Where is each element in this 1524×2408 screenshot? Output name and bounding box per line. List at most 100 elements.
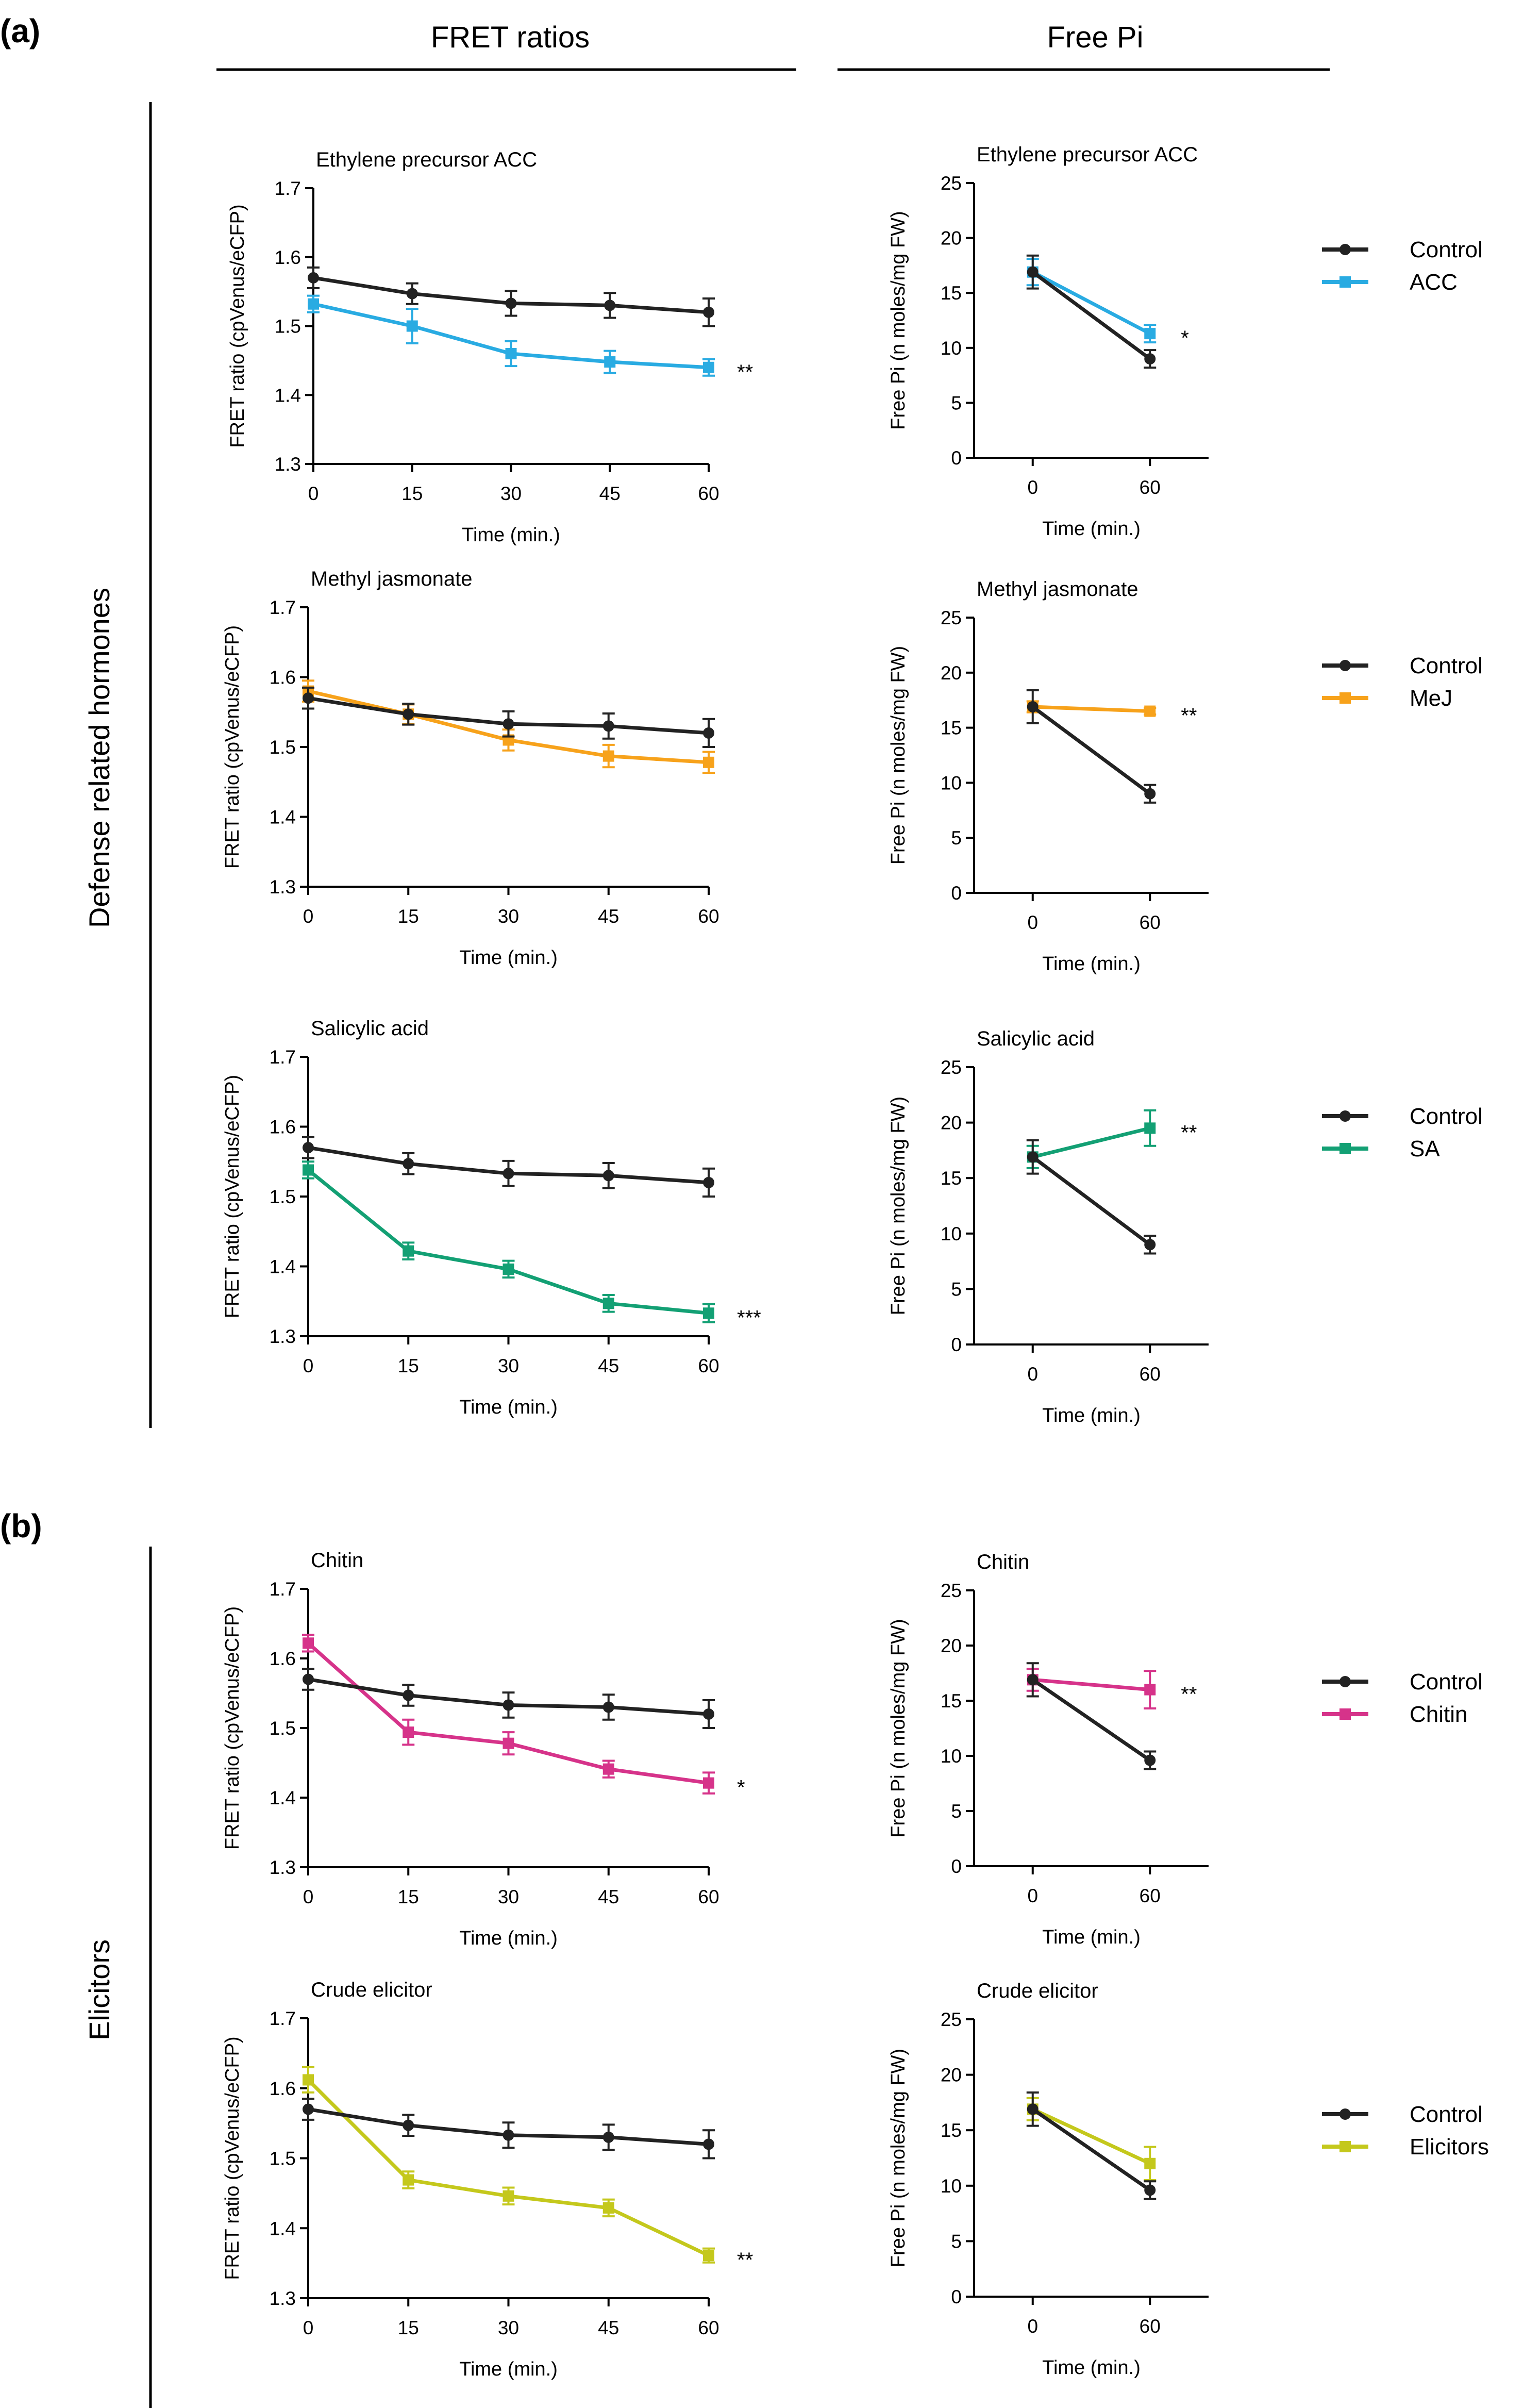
data-point [1144, 353, 1156, 365]
significance-marker: ** [1181, 705, 1197, 727]
x-tick-label: 0 [303, 1886, 314, 1907]
legend-swatch-marker [1339, 2108, 1351, 2120]
y-tick-label: 0 [951, 2286, 962, 2307]
y-tick-label: 5 [951, 1278, 962, 1300]
x-axis-label: Time (min.) [459, 1928, 558, 1949]
data-point [604, 300, 616, 311]
series-control [302, 1136, 715, 1198]
data-point [503, 1168, 514, 1180]
x-axis-label: Time (min.) [1042, 953, 1141, 975]
series-control [302, 686, 715, 748]
data-point [604, 356, 616, 368]
significance-marker: ** [1181, 1121, 1197, 1144]
data-point [1144, 1684, 1156, 1696]
x-axis-label: Time (min.) [1042, 2357, 1141, 2379]
x-tick-label: 45 [598, 906, 619, 927]
panel-label-a: (a) [0, 12, 40, 49]
y-tick-label: 15 [941, 1690, 962, 1712]
x-tick-label: 60 [698, 483, 719, 504]
series-control [1026, 689, 1157, 804]
series-control [307, 266, 715, 327]
y-tick-label: 5 [951, 827, 962, 849]
y-tick-label: 1.3 [270, 1857, 296, 1878]
legend-label: SA [1410, 1136, 1440, 1161]
y-tick-label: 25 [941, 607, 962, 628]
x-tick-label: 0 [303, 906, 314, 927]
x-tick-label: 30 [500, 483, 522, 504]
data-point [403, 1158, 414, 1170]
series-sa [302, 1160, 715, 1323]
y-tick-label: 20 [941, 662, 962, 684]
legend: Control SA [1322, 1104, 1483, 1161]
data-point [602, 720, 614, 732]
x-axis-label: Time (min.) [459, 2359, 558, 2380]
x-tick-label: 45 [598, 1355, 619, 1376]
data-point [403, 2119, 414, 2131]
y-tick-label: 1.4 [275, 385, 301, 406]
y-tick-label: 1.7 [270, 2008, 296, 2029]
y-tick-label: 25 [941, 1057, 962, 1078]
data-point [1027, 1151, 1039, 1163]
y-tick-label: 1.5 [275, 316, 301, 337]
data-point [703, 1777, 714, 1789]
data-point [1027, 701, 1039, 713]
x-tick-label: 0 [303, 2317, 314, 2338]
data-point [503, 2129, 514, 2141]
legend-swatch-marker [1339, 1708, 1351, 1720]
data-point [403, 1689, 414, 1701]
series-line [1031, 705, 1151, 795]
legend-swatch-marker [1339, 692, 1351, 704]
x-tick-label: 45 [599, 483, 621, 504]
plot-fret-sa: Salicylic acid 1.3 1.4 1.5 1.6 1.7 0 15 30 45 60 Ti… [222, 1017, 761, 1418]
series-line [1032, 705, 1150, 713]
legend: Control MeJ [1322, 653, 1483, 711]
y-axis-label: FRET ratio (cpVenus/eCFP) [222, 625, 243, 869]
series-acc [307, 294, 715, 377]
series-line [1032, 1126, 1151, 1159]
plot-fret-chitin: Chitin 1.3 1.4 1.5 1.6 1.7 0 15 30 45 60 Time (min.… [222, 1549, 745, 1949]
significance-marker: ** [737, 2249, 753, 2271]
legend-label: Control [1410, 653, 1483, 678]
y-tick-label: 1.4 [270, 1787, 296, 1808]
x-axis-label: Time (min.) [1042, 518, 1141, 540]
legend-swatch-marker [1339, 1143, 1351, 1154]
y-tick-label: 10 [941, 1223, 962, 1244]
y-tick-label: 25 [941, 173, 962, 194]
series-line [1031, 2107, 1151, 2192]
plot-pi-chitin: Chitin 0 5 10 15 20 25 0 60 Time (min.) Free Pi (n… [887, 1551, 1483, 1948]
column-header-pi: Free Pi [1047, 21, 1144, 54]
data-point [403, 708, 414, 720]
data-point [503, 1699, 514, 1711]
series-elicitors [302, 2066, 715, 2264]
y-tick-label: 1.7 [270, 1579, 296, 1600]
x-axis-label: Time (min.) [1042, 1927, 1141, 1948]
y-tick-label: 1.3 [275, 454, 301, 475]
plot-fret-acc: Ethylene precursor ACC 1.3 1.4 1.5 1.6 1.7 0 15… [227, 148, 753, 546]
x-tick-label: 30 [498, 2317, 519, 2338]
y-tick-label: 1.6 [270, 1648, 296, 1669]
x-tick-label: 15 [398, 1886, 419, 1907]
data-point [1144, 2157, 1156, 2169]
data-point [403, 2174, 414, 2186]
x-tick-label: 60 [698, 906, 719, 927]
y-axis-label: FRET ratio (cpVenus/eCFP) [227, 204, 248, 447]
y-tick-label: 1.7 [275, 178, 301, 199]
plot-title: Chitin [977, 1551, 1029, 1573]
legend-swatch-marker [1339, 1676, 1351, 1687]
data-point [1027, 1674, 1039, 1686]
y-axis-label: Free Pi (n moles/mg FW) [887, 1097, 909, 1315]
x-tick-label: 30 [498, 1355, 519, 1376]
x-tick-label: 15 [401, 483, 423, 504]
significance-marker: *** [737, 1306, 761, 1329]
plot-title: Methyl jasmonate [977, 578, 1138, 601]
data-point [602, 2202, 614, 2214]
y-tick-label: 1.5 [270, 2148, 296, 2169]
data-point [303, 2074, 314, 2086]
x-tick-label: 0 [1027, 2316, 1038, 2337]
y-tick-label: 15 [941, 2120, 962, 2141]
data-point [703, 727, 714, 739]
data-point [602, 1763, 614, 1775]
data-point [503, 718, 514, 730]
legend-swatch-marker [1339, 244, 1351, 255]
